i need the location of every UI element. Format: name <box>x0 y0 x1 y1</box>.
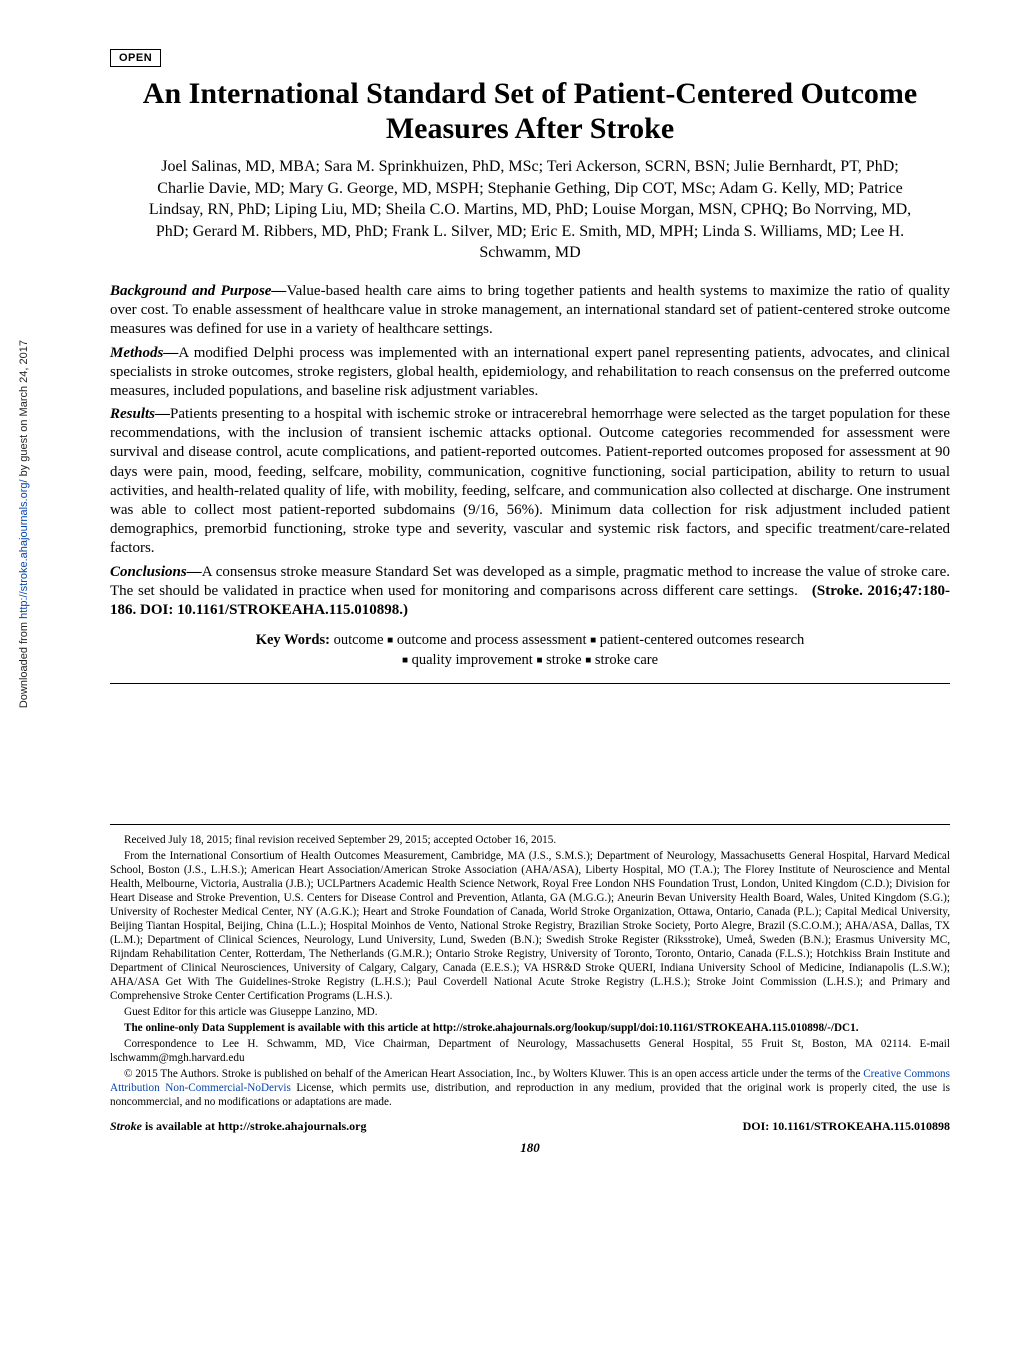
conclusions-label: Conclusions— <box>110 564 202 580</box>
correspondence: Correspondence to Lee H. Schwamm, MD, Vi… <box>110 1037 950 1065</box>
kw-1: outcome and process assessment <box>397 632 587 648</box>
abstract-conclusions: Conclusions—A consensus stroke measure S… <box>110 563 950 621</box>
author-list: Joel Salinas, MD, MBA; Sara M. Sprinkhui… <box>140 156 920 264</box>
methods-text: A modified Delphi process was implemente… <box>110 345 950 399</box>
methods-label: Methods— <box>110 345 178 361</box>
article-title: An International Standard Set of Patient… <box>110 77 950 146</box>
results-text: Patients presenting to a hospital with i… <box>110 406 950 556</box>
journal-name: Stroke <box>110 1119 142 1133</box>
abstract: Background and Purpose—Value-based healt… <box>110 282 950 620</box>
separator-icon: ■ <box>387 635 393 646</box>
divider <box>110 683 950 684</box>
bottom-row: Stroke is available at http://stroke.aha… <box>110 1119 950 1134</box>
license-line: © 2015 The Authors. Stroke is published … <box>110 1067 950 1109</box>
license-pre: © 2015 The Authors. Stroke is published … <box>124 1068 863 1080</box>
divider <box>110 824 950 825</box>
download-sidebar: Downloaded from http://stroke.ahajournal… <box>18 340 30 708</box>
sidebar-prefix: Downloaded from <box>18 619 30 708</box>
open-access-badge: OPEN <box>110 49 161 67</box>
separator-icon: ■ <box>536 655 542 666</box>
kw-3: quality improvement <box>412 652 533 668</box>
keywords-label: Key Words: <box>256 632 330 648</box>
supplement-line: The online-only Data Supplement is avail… <box>110 1021 950 1035</box>
sidebar-link[interactable]: http://stroke.ahajournals.org/ <box>18 479 30 618</box>
separator-icon: ■ <box>402 655 408 666</box>
kw-2: patient-centered outcomes research <box>600 632 805 648</box>
abstract-background: Background and Purpose—Value-based healt… <box>110 282 950 340</box>
separator-icon: ■ <box>585 655 591 666</box>
received-line: Received July 18, 2015; final revision r… <box>110 833 950 847</box>
background-label: Background and Purpose— <box>110 283 286 299</box>
kw-5: stroke care <box>595 652 658 668</box>
affiliations: From the International Consortium of Hea… <box>110 849 950 1003</box>
sidebar-suffix: by guest on March 24, 2017 <box>18 340 30 479</box>
page-container: Downloaded from http://stroke.ahajournal… <box>0 0 1020 1196</box>
kw-0: outcome <box>334 632 384 648</box>
abstract-results: Results—Patients presenting to a hospita… <box>110 405 950 559</box>
separator-icon: ■ <box>590 635 596 646</box>
footer: Received July 18, 2015; final revision r… <box>110 824 950 1109</box>
keywords-row: Key Words: outcome ■ outcome and process… <box>150 630 910 671</box>
doi: DOI: 10.1161/STROKEAHA.115.010898 <box>743 1119 950 1134</box>
guest-editor: Guest Editor for this article was Giusep… <box>110 1005 950 1019</box>
page-number: 180 <box>110 1140 950 1156</box>
journal-url: is available at http://stroke.ahajournal… <box>142 1119 366 1133</box>
abstract-methods: Methods—A modified Delphi process was im… <box>110 344 950 402</box>
journal-availability: Stroke is available at http://stroke.aha… <box>110 1119 366 1134</box>
results-label: Results— <box>110 406 170 422</box>
kw-4: stroke <box>546 652 581 668</box>
